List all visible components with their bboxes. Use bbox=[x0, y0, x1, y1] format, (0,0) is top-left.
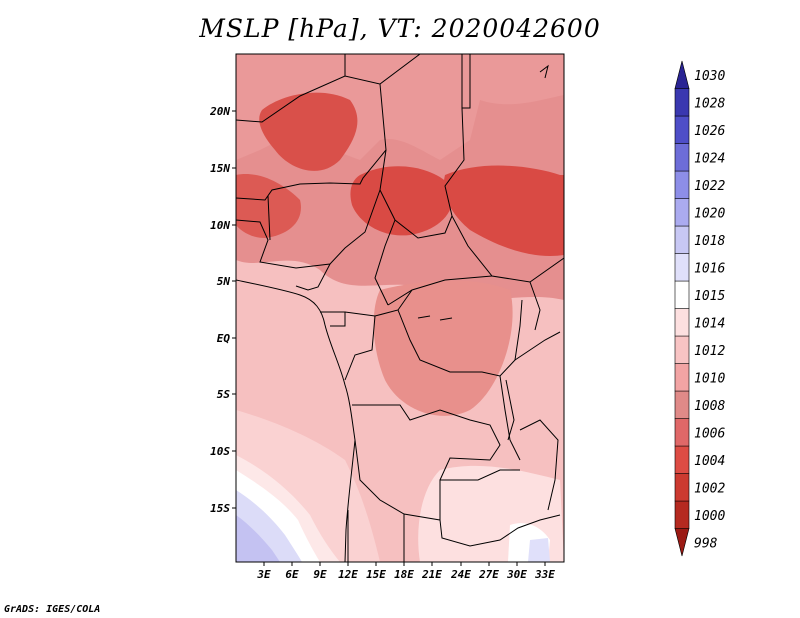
colorbar-segment bbox=[674, 363, 690, 392]
lon-label: 9E bbox=[313, 568, 327, 581]
lat-label: 10S bbox=[210, 445, 230, 458]
colorbar-segment bbox=[674, 445, 690, 474]
lat-label: 15S bbox=[210, 502, 230, 515]
colorbar-segment bbox=[674, 418, 690, 447]
colorbar-segment bbox=[674, 88, 690, 117]
country-borders bbox=[236, 54, 564, 562]
colorbar-label: 1030 bbox=[694, 69, 725, 84]
lon-label: 3E bbox=[256, 568, 271, 581]
colorbar-segment bbox=[674, 253, 690, 282]
colorbar-segment bbox=[674, 528, 690, 557]
colorbar-label: 1018 bbox=[694, 234, 725, 249]
lon-label: 12E bbox=[338, 568, 358, 581]
colorbar-segment bbox=[674, 280, 690, 309]
colorbar-segment bbox=[674, 390, 690, 419]
colorbar-segment bbox=[674, 308, 690, 337]
lon-label: 6E bbox=[285, 568, 299, 581]
colorbar-label: 1010 bbox=[694, 371, 725, 386]
colorbar-label: 998 bbox=[694, 536, 718, 551]
colorbar-segment bbox=[674, 473, 690, 502]
colorbar-label: 1004 bbox=[694, 454, 725, 469]
colorbar-segment bbox=[674, 170, 690, 199]
lon-label: 30E bbox=[506, 568, 527, 581]
lon-label: 24E bbox=[450, 568, 471, 581]
colorbar-segment bbox=[674, 225, 690, 254]
lat-label: 15N bbox=[210, 162, 230, 175]
grads-credit: GrADS: IGES/COLA bbox=[4, 604, 101, 615]
lon-label: 18E bbox=[394, 568, 414, 581]
colorbar-label: 1020 bbox=[694, 206, 725, 221]
colorbar-segment bbox=[674, 115, 690, 144]
colorbar-label: 1026 bbox=[694, 124, 725, 139]
colorbar-label: 1002 bbox=[694, 481, 725, 496]
lon-label: 15E bbox=[366, 568, 386, 581]
lat-label: 5N bbox=[217, 275, 231, 288]
colorbar-segment bbox=[674, 500, 690, 529]
lon-label: 27E bbox=[478, 568, 499, 581]
lon-label: 21E bbox=[421, 568, 442, 581]
map-frame bbox=[235, 53, 565, 563]
lat-label: EQ bbox=[217, 332, 231, 345]
colorbar-label: 1006 bbox=[694, 426, 725, 441]
colorbar-label: 1012 bbox=[694, 344, 725, 359]
colorbar-label: 1024 bbox=[694, 151, 725, 166]
colorbar-label: 1028 bbox=[694, 96, 725, 111]
lat-label: 10N bbox=[210, 219, 230, 232]
map-title: MSLP [hPa], VT: 2020042600 bbox=[199, 14, 601, 43]
colorbar-label: 1022 bbox=[694, 179, 725, 194]
colorbar: 998 1000 1002 1004 1006 1008 1010 1012 1014 1015 1… bbox=[674, 60, 725, 557]
colorbar-segment bbox=[674, 143, 690, 172]
colorbar-segment bbox=[674, 335, 690, 364]
colorbar-segment bbox=[674, 198, 690, 227]
colorbar-label: 1015 bbox=[694, 289, 725, 304]
colorbar-label: 1008 bbox=[694, 399, 725, 414]
colorbar-label: 1014 bbox=[694, 316, 725, 331]
colorbar-label: 1000 bbox=[694, 509, 725, 524]
lon-label: 33E bbox=[534, 568, 555, 581]
lat-label: 5S bbox=[217, 388, 231, 401]
lon-axis: 3E 6E 9E 12E 15E 18E 21E 24E 27E 30E 33E bbox=[256, 562, 555, 581]
colorbar-segment bbox=[674, 60, 690, 89]
colorbar-label: 1016 bbox=[694, 261, 725, 276]
lat-axis: 20N 15N 10N 5N EQ 5S 10S 15S bbox=[209, 105, 236, 515]
lat-label: 20N bbox=[209, 105, 230, 118]
